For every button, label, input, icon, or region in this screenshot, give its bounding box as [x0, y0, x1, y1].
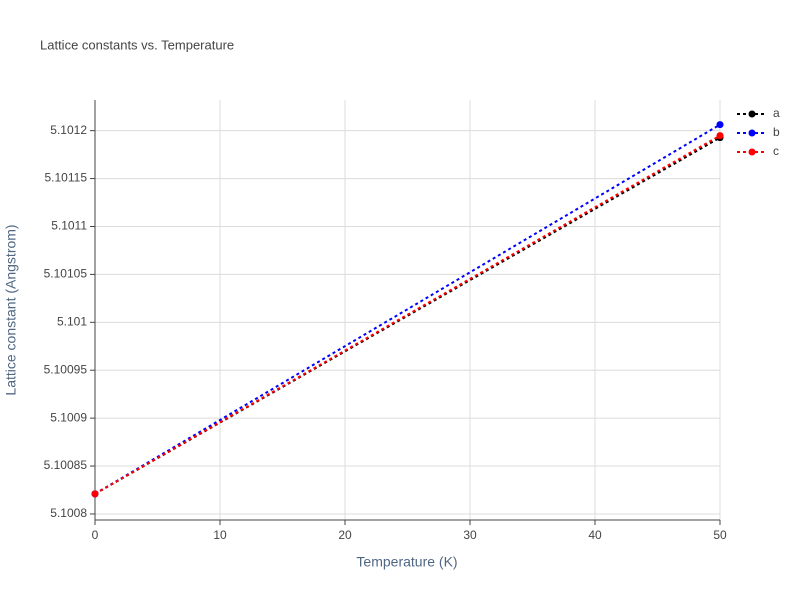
chart-title: Lattice constants vs. Temperature: [40, 37, 234, 52]
y-axis-title: Lattice constant (Angstrom): [3, 224, 19, 395]
y-tick-label: 5.10115: [45, 171, 88, 185]
x-tick-label: 50: [713, 528, 727, 542]
legend-label: c: [773, 144, 779, 158]
legend-label: a: [773, 106, 780, 120]
x-tick-label: 30: [463, 528, 477, 542]
legend-marker: [748, 148, 756, 156]
y-tick-label: 5.101: [57, 314, 87, 328]
x-tick-label: 20: [338, 528, 352, 542]
legend-marker: [748, 129, 756, 137]
series-line: [94, 136, 721, 495]
y-tick-label: 5.1009: [50, 410, 87, 424]
series-line: [94, 123, 721, 495]
y-tick-label: 5.10085: [44, 458, 88, 472]
x-tick-label: 40: [588, 528, 602, 542]
x-tick-label: 10: [213, 528, 227, 542]
point: [91, 490, 99, 498]
y-tick-label: 5.10095: [44, 362, 88, 376]
y-tick-label: 5.1008: [50, 506, 87, 520]
x-axis-title: Temperature (K): [356, 554, 457, 570]
series-line: [94, 134, 721, 495]
y-tick-label: 5.1011: [51, 219, 87, 233]
y-tick-label: 5.1012: [50, 123, 87, 137]
legend-label: b: [773, 125, 780, 139]
legend-marker: [748, 110, 756, 118]
x-tick-label: 0: [92, 528, 99, 542]
point: [716, 132, 724, 140]
y-tick-label: 5.10105: [44, 267, 88, 281]
point: [716, 121, 724, 129]
